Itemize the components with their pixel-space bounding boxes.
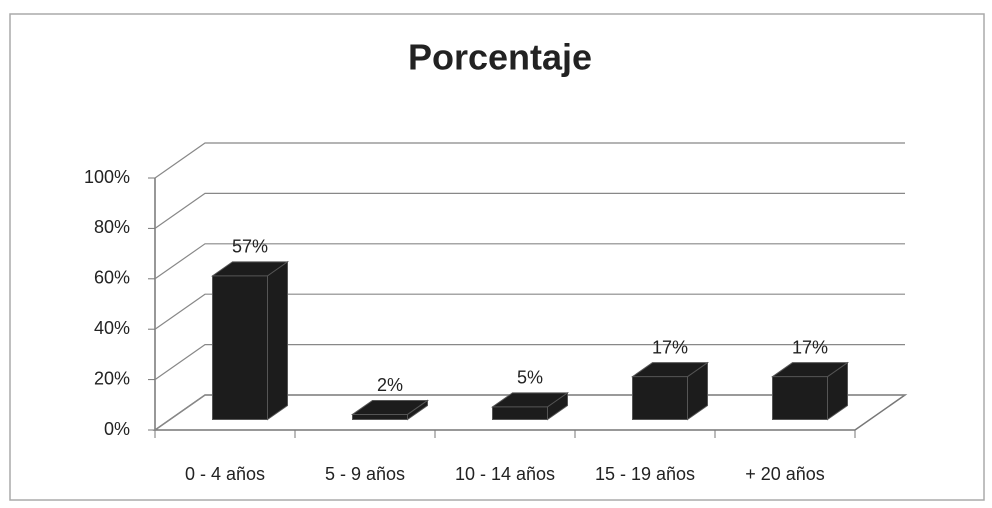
x-tick-label: + 20 años: [745, 464, 825, 484]
bar: [490, 391, 570, 421]
bar: [630, 361, 710, 421]
value-label: 17%: [792, 337, 828, 357]
x-tick-label: 10 - 14 años: [455, 464, 555, 484]
bar: [350, 399, 430, 421]
y-tick-label: 80%: [94, 217, 130, 237]
x-tick-label: 15 - 19 años: [595, 464, 695, 484]
grid-line: [154, 192, 905, 229]
x-tick-label: 0 - 4 años: [185, 464, 265, 484]
grid-line: [154, 142, 905, 179]
chart-border: [9, 13, 985, 501]
x-tick-label: 5 - 9 años: [325, 464, 405, 484]
grid-line: [154, 293, 905, 330]
value-label: 57%: [232, 237, 268, 257]
y-tick-label: 20%: [94, 368, 130, 388]
value-label: 17%: [652, 337, 688, 357]
grid-line: [154, 243, 905, 280]
grid-line: [154, 344, 905, 381]
value-label: 2%: [377, 375, 403, 395]
chart-title: Porcentaje: [408, 37, 592, 78]
y-tick-label: 40%: [94, 318, 130, 338]
value-label: 5%: [517, 368, 543, 388]
y-tick-label: 60%: [94, 268, 130, 288]
y-tick-label: 0%: [104, 419, 130, 439]
bar: [210, 260, 290, 421]
bar: [770, 361, 850, 421]
y-tick-label: 100%: [84, 167, 130, 187]
